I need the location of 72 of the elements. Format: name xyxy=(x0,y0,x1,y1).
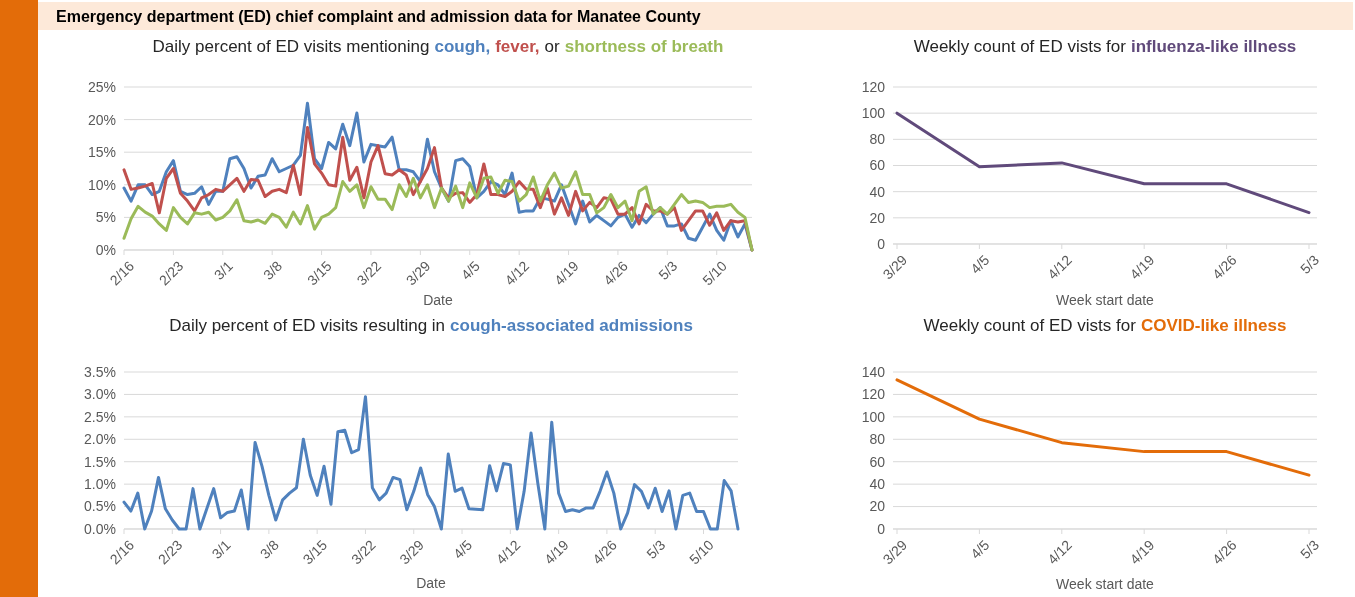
x-tick-label: 3/8 xyxy=(256,536,283,562)
y-tick-label: 3.0% xyxy=(84,386,116,403)
y-tick-label: 0.0% xyxy=(84,520,116,537)
x-tick-label: 5/10 xyxy=(699,257,730,289)
x-tick-label: 4/5 xyxy=(967,251,993,277)
x-axis-title: Week start date xyxy=(1056,576,1155,592)
y-tick-label: 40 xyxy=(869,183,886,200)
y-tick-label: 2.0% xyxy=(84,431,116,448)
y-tick-label: 20 xyxy=(869,498,886,515)
text: fever, xyxy=(495,37,540,56)
x-tick-label: 3/8 xyxy=(260,257,286,283)
x-tick-label: 4/26 xyxy=(1209,536,1240,568)
x-tick-label: 4/19 xyxy=(541,536,572,568)
y-tick-label: 100 xyxy=(861,408,886,425)
x-tick-label: 4/5 xyxy=(967,536,993,562)
y-tick-label: 3.5% xyxy=(84,363,116,380)
y-tick-label: 20% xyxy=(87,111,116,128)
x-tick-label: 5/3 xyxy=(1296,251,1323,277)
y-tick-label: 10% xyxy=(87,176,116,193)
chart-title: Weekly count of ED vists for xyxy=(913,37,1127,56)
x-tick-label: 3/29 xyxy=(396,536,427,568)
y-tick-label: 20 xyxy=(869,209,886,226)
y-tick-label: 0% xyxy=(95,241,116,258)
x-tick-label: 5/3 xyxy=(643,536,669,562)
text: cough, xyxy=(434,37,491,56)
x-tick-label: 3/1 xyxy=(208,536,234,562)
text: COVID-like illness xyxy=(1140,316,1287,335)
text: cough-associated admissions xyxy=(450,316,693,335)
x-tick-label: 5/3 xyxy=(655,257,681,283)
y-tick-label: 80 xyxy=(869,431,886,448)
line-series xyxy=(895,378,1311,477)
x-tick-label: 4/19 xyxy=(1126,536,1158,568)
y-tick-label: 0 xyxy=(877,520,886,537)
y-tick-label: 0.5% xyxy=(84,498,116,515)
chart-title: Daily percent of ED visits resulting in xyxy=(169,316,446,335)
y-tick-label: 1.5% xyxy=(84,453,116,470)
x-tick-label: 3/29 xyxy=(879,536,911,568)
x-tick-label: 4/5 xyxy=(457,257,483,283)
x-axis-title: Date xyxy=(423,292,453,308)
chart-title: Daily percent of ED visits mentioning xyxy=(152,37,430,56)
x-tick-label: 4/19 xyxy=(1126,251,1158,283)
x-tick-label: 3/29 xyxy=(402,257,434,289)
y-tick-label: 120 xyxy=(861,78,886,95)
y-tick-label: 40 xyxy=(869,476,886,493)
y-tick-label: 2.5% xyxy=(84,408,116,425)
y-tick-label: 5% xyxy=(95,209,116,226)
text: influenza-like illness xyxy=(1130,37,1297,56)
x-axis-title: Date xyxy=(416,575,446,591)
x-tick-label: 4/5 xyxy=(450,536,476,562)
text: shortness of breath xyxy=(564,37,724,56)
y-tick-label: 15% xyxy=(87,144,116,161)
y-tick-label: 140 xyxy=(861,363,886,380)
x-tick-label: 3/29 xyxy=(879,251,911,283)
y-tick-label: 0 xyxy=(877,235,886,252)
chart-title: Weekly count of ED vists for xyxy=(923,316,1137,335)
x-tick-label: 4/19 xyxy=(551,257,582,289)
y-tick-label: 120 xyxy=(861,386,886,403)
text: or xyxy=(544,37,561,56)
x-axis-title: Week start date xyxy=(1056,292,1155,308)
y-tick-label: 25% xyxy=(87,78,116,95)
line-series xyxy=(122,395,740,531)
y-tick-label: 60 xyxy=(869,453,886,470)
y-tick-label: 100 xyxy=(861,105,886,122)
text: Emergency department (ED) chief complaint and admission data for Manatee County xyxy=(56,8,701,25)
line-series xyxy=(122,170,754,252)
y-tick-label: 1.0% xyxy=(84,476,116,493)
line-series xyxy=(895,111,1311,215)
y-tick-label: 60 xyxy=(869,157,886,174)
x-tick-label: 3/1 xyxy=(210,257,236,283)
x-tick-label: 4/26 xyxy=(1209,251,1240,283)
y-tick-label: 80 xyxy=(869,131,886,148)
x-tick-label: 5/3 xyxy=(1296,536,1323,562)
